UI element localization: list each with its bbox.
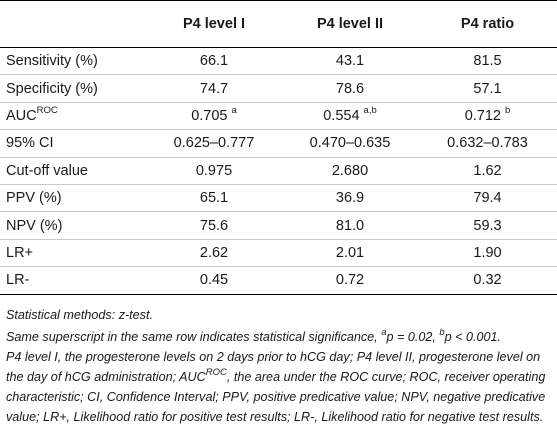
cell-value: 0.625–0.777 (146, 129, 282, 158)
cell-value: 78.6 (282, 74, 418, 103)
cell-value: 79.4 (418, 184, 557, 213)
row-label: Specificity (%) (0, 74, 146, 103)
footnote-abbr-part-2: , the area under the ROC curve; ROC, rec… (6, 370, 546, 424)
footnote-superscript-note: Same superscript in the same row indicat… (6, 327, 554, 347)
cell-value: 66.1 (146, 47, 282, 76)
cell-value: 74.7 (146, 74, 282, 103)
statistics-table: P4 level I P4 level II P4 ratio Sensitiv… (0, 0, 557, 295)
cell-superscript: b (505, 105, 511, 117)
header-p4-ratio: P4 ratio (418, 0, 557, 48)
cell-value: 0.632–0.783 (418, 129, 557, 158)
footnote-superscript-text: Same superscript in the same row indicat… (6, 330, 382, 344)
footnote-sup-a: a (381, 326, 387, 338)
table-row: LR+ 2.62 2.01 1.90 (0, 239, 557, 268)
table-row: AUCROC 0.705 a 0.554 a,b 0.712 b (0, 102, 557, 131)
cell-value: 0.72 (282, 266, 418, 295)
cell-superscript: a,b (363, 105, 377, 117)
cell-superscript: a (231, 105, 237, 117)
footnote-methods: Statistical methods: z-test. (6, 308, 153, 322)
cell-value: 1.62 (418, 157, 557, 185)
cell-value: 57.1 (418, 74, 557, 103)
header-p4-level-1: P4 level I (146, 0, 282, 48)
cell-value: 81.0 (282, 211, 418, 240)
cell-value: 1.90 (418, 239, 557, 268)
table-row: 95% CI 0.625–0.777 0.470–0.635 0.632–0.7… (0, 129, 557, 158)
cell-value: 0.470–0.635 (282, 129, 418, 158)
row-label: AUCROC (0, 102, 146, 131)
row-label: PPV (%) (0, 184, 146, 213)
cell-value: 0.45 (146, 266, 282, 295)
table-row: Specificity (%) 74.7 78.6 57.1 (0, 74, 557, 103)
cell-value: 2.680 (282, 157, 418, 185)
table-row: PPV (%) 65.1 36.9 79.4 (0, 184, 557, 213)
cell-value: 65.1 (146, 184, 282, 213)
cell-value: 36.9 (282, 184, 418, 213)
cell-value: 0.32 (418, 266, 557, 295)
table-header-row: P4 level I P4 level II P4 ratio (0, 0, 557, 48)
footnote-p-b: p < 0.001. (444, 330, 502, 344)
footnote-abbreviations: P4 level I, the progesterone levels on 2… (6, 347, 554, 427)
row-label: 95% CI (0, 129, 146, 158)
header-empty (0, 0, 146, 48)
row-label: Cut-off value (0, 157, 146, 185)
cell-value: 0.712 b (418, 102, 557, 131)
row-label: LR+ (0, 239, 146, 268)
cell-value: 2.01 (282, 239, 418, 268)
cell-value: 0.705 a (146, 102, 282, 131)
cell-number: 0.554 (323, 107, 360, 124)
table-footnotes: Statistical methods: z-test. Same supers… (6, 305, 554, 427)
cell-number: 0.712 (464, 107, 501, 124)
footnote-sup-b: b (439, 326, 445, 338)
row-label: NPV (%) (0, 211, 146, 240)
table-row: Cut-off value 0.975 2.680 1.62 (0, 157, 557, 185)
row-label: Sensitivity (%) (0, 47, 146, 76)
table-row: LR- 0.45 0.72 0.32 (0, 266, 557, 295)
cell-value: 43.1 (282, 47, 418, 76)
row-label-superscript: ROC (36, 105, 58, 117)
cell-value: 0.554 a,b (282, 102, 418, 131)
table-row: NPV (%) 75.6 81.0 59.3 (0, 211, 557, 240)
footnote-p-a: p = 0.02, (386, 330, 440, 344)
cell-value: 75.6 (146, 211, 282, 240)
table-row: Sensitivity (%) 66.1 43.1 81.5 (0, 47, 557, 76)
cell-value: 59.3 (418, 211, 557, 240)
row-label: LR- (0, 266, 146, 295)
cell-number: 0.705 (191, 107, 228, 124)
cell-value: 0.975 (146, 157, 282, 185)
row-label-base: AUC (6, 107, 37, 124)
footnote-abbr-part-1: P4 level I, the progesterone levels on 2… (6, 350, 541, 384)
header-p4-level-2: P4 level II (282, 0, 418, 48)
footnote-abbr-sup: ROC (205, 366, 227, 378)
cell-value: 2.62 (146, 239, 282, 268)
cell-value: 81.5 (418, 47, 557, 76)
